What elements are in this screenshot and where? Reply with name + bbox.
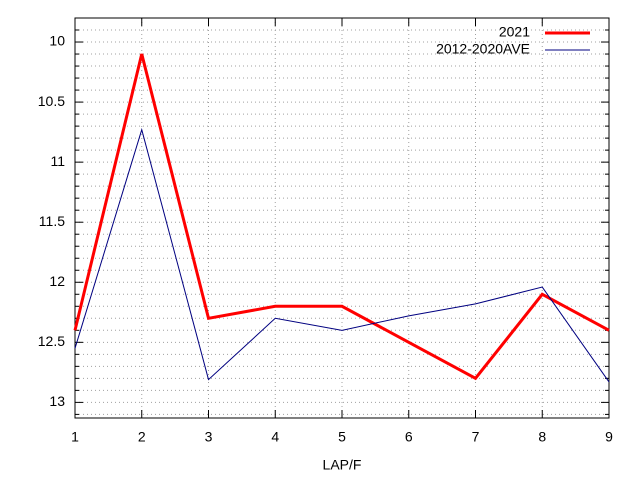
series-line — [73, 53, 610, 381]
x-axis-label: LAP/F — [323, 457, 362, 473]
y-tick-label: 12.5 — [38, 333, 65, 349]
y-tick-label: 10 — [49, 33, 65, 49]
x-tick-label: 8 — [538, 429, 546, 445]
series-line — [74, 127, 610, 383]
legend-label: 2021 — [499, 24, 530, 40]
y-tick-label: 10.5 — [38, 93, 65, 109]
y-tick-label: 12 — [49, 273, 65, 289]
x-tick-label: 4 — [271, 429, 279, 445]
legend-label: 2012-2020AVE — [436, 41, 530, 57]
x-tick-label: 2 — [138, 429, 146, 445]
y-tick-label: 11.5 — [39, 213, 65, 229]
x-tick-label: 1 — [71, 429, 79, 445]
x-tick-label: 6 — [405, 429, 413, 445]
y-tick-label: 13 — [49, 393, 65, 409]
x-tick-label: 3 — [205, 429, 213, 445]
x-tick-label: 7 — [472, 429, 480, 445]
x-tick-label: 5 — [338, 429, 346, 445]
x-tick-label: 9 — [605, 429, 613, 445]
plot-frame — [74, 17, 610, 419]
y-tick-label: 11 — [50, 153, 65, 169]
